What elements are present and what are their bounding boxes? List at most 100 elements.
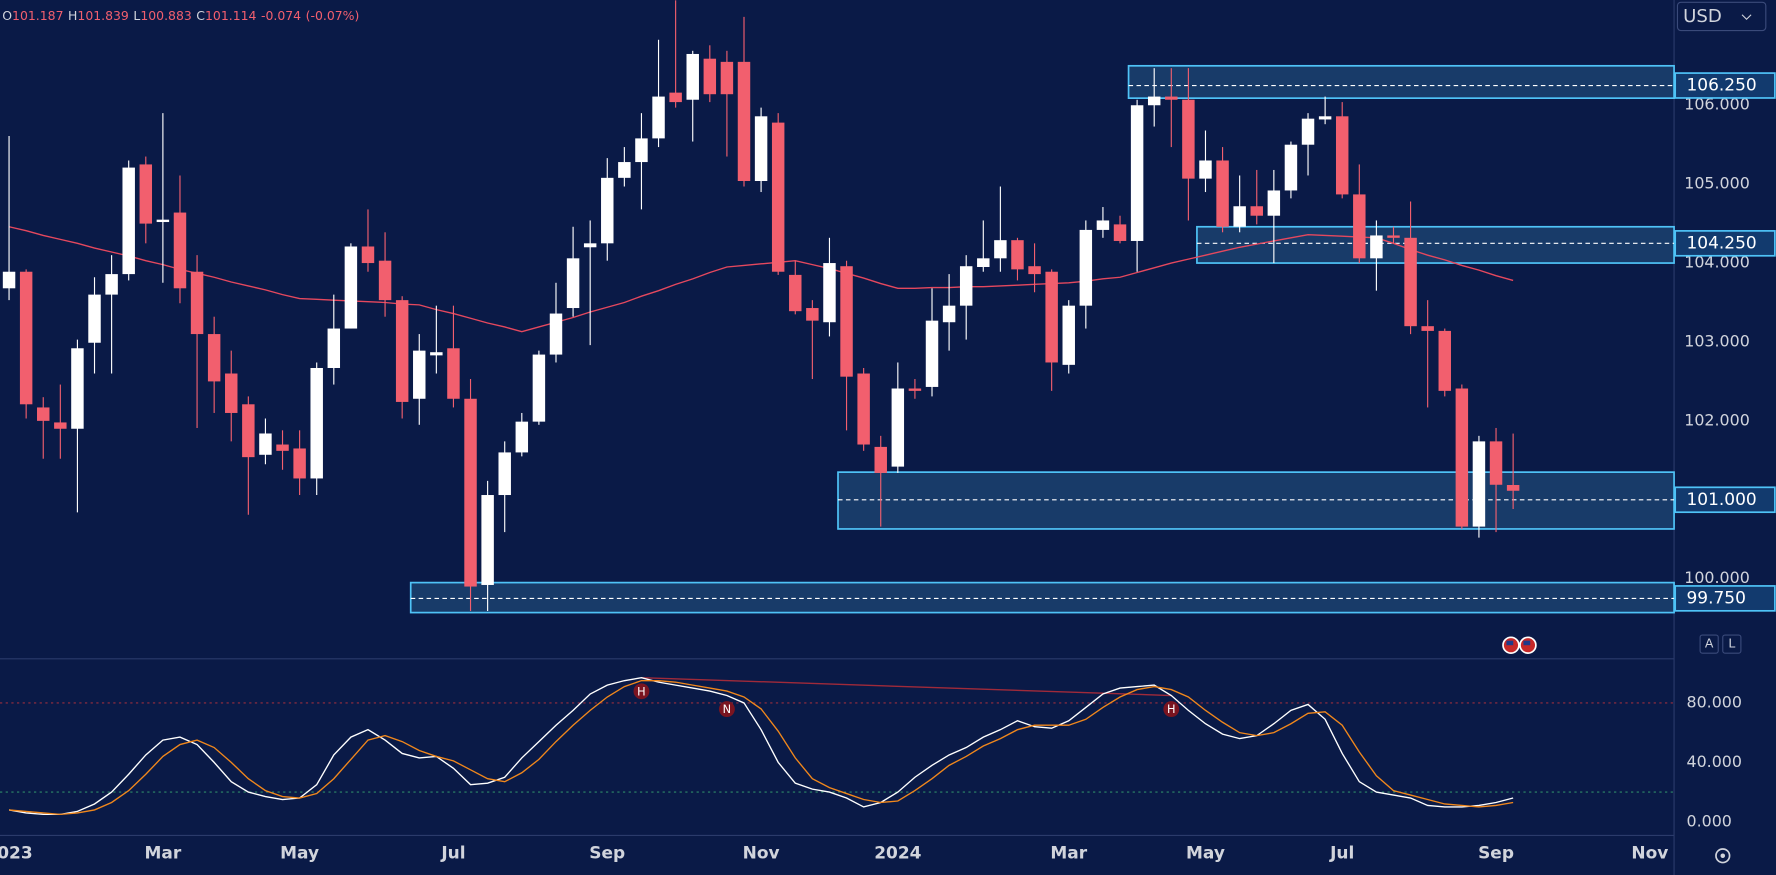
candle-body (1438, 330, 1451, 391)
currency-box[interactable] (1676, 1, 1767, 32)
price-tick-label: 100.000 (1684, 568, 1750, 587)
auto-label[interactable]: A (1705, 636, 1714, 651)
candle-body (908, 388, 922, 391)
candle-body (635, 138, 648, 163)
candle-body (806, 308, 819, 321)
candle-body (789, 274, 802, 312)
candle-body (293, 448, 306, 479)
flag-icon[interactable] (1519, 636, 1537, 654)
candle-body (1250, 206, 1263, 216)
time-label: 2023 (0, 843, 33, 863)
log-button[interactable] (1722, 634, 1742, 654)
candle-body (1335, 116, 1349, 195)
candle-body (498, 452, 511, 496)
candle-body (1079, 229, 1093, 306)
candle-body (754, 116, 768, 181)
candle-body (994, 240, 1007, 259)
candle-body (703, 58, 717, 95)
flag-canton (1523, 640, 1531, 646)
candle-body (1455, 388, 1469, 527)
candle-body (1233, 206, 1246, 227)
candle-body (977, 258, 990, 268)
candle-body (481, 495, 494, 585)
signal-marker (718, 701, 735, 718)
zone-price-label: 104.250 (1687, 233, 1757, 253)
candle-body (1113, 224, 1127, 241)
flag-icon[interactable] (1502, 636, 1520, 654)
gear-center (1720, 853, 1726, 859)
zone (1127, 64, 1675, 100)
candle-body (464, 398, 477, 587)
candle-body (71, 348, 84, 429)
signal-marker (1163, 701, 1180, 718)
signal-marker (633, 683, 650, 700)
candle-body (242, 404, 255, 458)
ohlc-key: L (133, 7, 140, 22)
time-label: Nov (743, 843, 780, 863)
candle-body (1370, 235, 1383, 259)
dropdown-caret (1741, 14, 1752, 21)
candle-body (1028, 266, 1041, 275)
ohlc-value: 100.883 (140, 7, 191, 22)
candle-body (652, 96, 665, 139)
oscillator-line (8, 676, 1514, 816)
settings-button[interactable] (1715, 848, 1731, 864)
ohlc-key: H (68, 7, 77, 22)
candle-body (156, 219, 170, 223)
candle-body (1216, 160, 1229, 227)
candle-body (857, 373, 870, 445)
time-label: Jul (440, 843, 465, 863)
candle-body (1387, 235, 1400, 238)
candle-body (1182, 99, 1195, 179)
time-label: Nov (1631, 843, 1668, 863)
candle-body (1011, 240, 1024, 270)
time-label: 2024 (874, 843, 921, 863)
candle-body (1421, 326, 1434, 331)
candle-body (840, 266, 853, 377)
candle-body (532, 354, 546, 422)
candle-body (959, 266, 973, 306)
candle-body (310, 367, 323, 479)
candle-body (1506, 485, 1520, 491)
candle-body (1165, 96, 1178, 100)
gear-icon[interactable] (1715, 848, 1731, 864)
candle-body (447, 348, 460, 399)
zone-price-tag (1674, 486, 1776, 514)
currency-select[interactable]: USD (1676, 1, 1767, 32)
candle-body (891, 388, 905, 467)
change-percent: (-0.07%) (306, 7, 360, 22)
price-tick-label: 106.000 (1684, 95, 1750, 114)
candle-body (1096, 220, 1110, 230)
candle-body (669, 92, 682, 103)
candle-body (105, 274, 118, 295)
auto-button[interactable] (1699, 634, 1719, 654)
zone-price-tag (1674, 230, 1776, 257)
candle-body (430, 352, 443, 356)
log-label[interactable]: L (1728, 636, 1735, 651)
candle-body (686, 53, 699, 100)
candle-body (737, 61, 751, 181)
candle-body (1301, 118, 1315, 145)
candle-body (1472, 441, 1486, 527)
ohlc-value: 101.114 (205, 7, 257, 22)
candle-body (276, 444, 289, 451)
candle-body (1318, 116, 1332, 120)
flag-canton (1506, 640, 1514, 646)
candle-body (327, 328, 341, 368)
candle-body (549, 313, 563, 355)
time-label: May (280, 843, 319, 863)
time-label: May (1186, 843, 1225, 863)
event-flags[interactable] (1502, 636, 1537, 654)
oscillator-line (9, 679, 1514, 816)
candle-body (173, 212, 187, 289)
zone-price-tag (1674, 72, 1776, 99)
ohlc-key: O (2, 7, 12, 22)
price-tick-label: 104.000 (1684, 253, 1750, 272)
candle-body (37, 407, 50, 421)
candle-body (19, 271, 33, 405)
scale-buttons: A L (1699, 634, 1742, 654)
change-value: -0.074 (261, 7, 301, 22)
currency-label[interactable]: USD (1683, 6, 1722, 27)
candle-body (771, 122, 785, 272)
candle-body (942, 305, 956, 323)
